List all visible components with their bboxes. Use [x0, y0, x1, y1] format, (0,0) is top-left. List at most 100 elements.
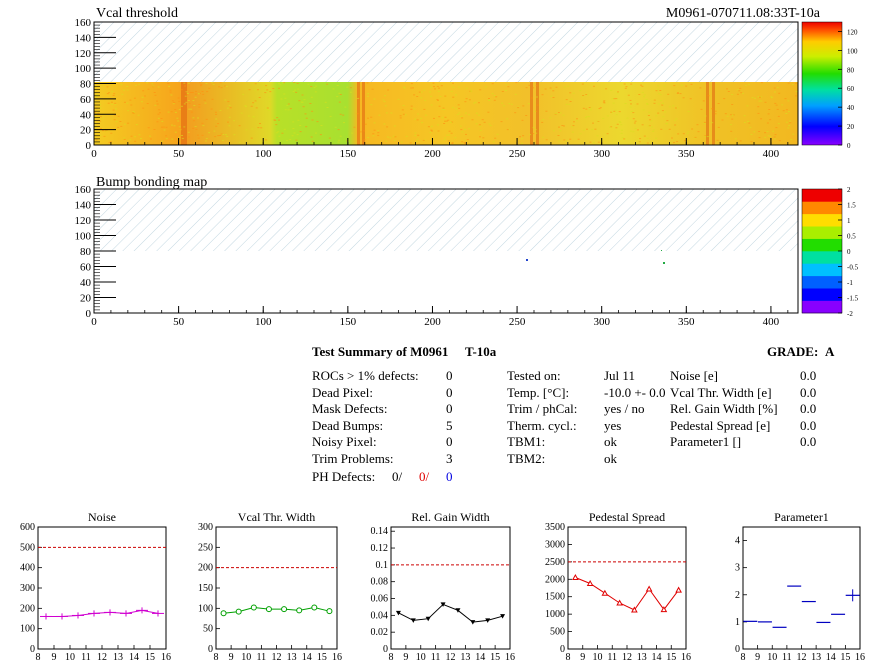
map1-pixel [201, 122, 204, 124]
map1-pixel [135, 124, 138, 126]
map1-pixel [194, 93, 197, 95]
map1-pixel [114, 102, 117, 104]
map1-pixel [726, 88, 728, 90]
map1-pixel [137, 114, 140, 116]
data-point [250, 604, 257, 611]
map1-pixel [227, 101, 230, 103]
map1-pixel [760, 100, 763, 102]
map1-pixel [106, 86, 109, 88]
y-tick-label: 60 [80, 262, 92, 274]
map1-pixel [351, 132, 354, 134]
map1-pixel [254, 100, 257, 102]
map1-pixel [387, 89, 390, 91]
map1-pixel [515, 82, 518, 84]
x-tick-label: 8 [566, 652, 571, 663]
map1-pixel [764, 132, 767, 134]
map1-pixel [702, 100, 705, 102]
y-tick-label: 1000 [545, 609, 565, 620]
map1-pixel [134, 136, 137, 138]
bump-bonding-map: Bump bonding map 0 50 100 150 200 250 300 350 40… [75, 175, 859, 328]
x-tick-label: 11 [782, 652, 792, 663]
map1-pixel [205, 118, 208, 120]
map1-pixel [203, 99, 206, 101]
map1-pixel [262, 126, 265, 128]
map1-pixel [592, 122, 594, 124]
map1-pixel [753, 131, 756, 133]
map1-pixel [525, 87, 528, 89]
map1-pixel [112, 95, 115, 96]
map1-pixel [404, 114, 407, 116]
map1-pixel [193, 120, 196, 122]
x-tick-label: 10 [416, 652, 426, 663]
map1-pixel [632, 118, 635, 120]
map1-pixel [558, 140, 561, 142]
y-tick-label: 250 [198, 542, 213, 553]
map1-pixel [436, 85, 439, 87]
map1-pixel [130, 104, 133, 106]
map1-pixel [464, 128, 467, 130]
series-line [46, 609, 159, 617]
map1-pixel [277, 83, 280, 85]
cb-band [802, 263, 842, 277]
map1-pixel [731, 104, 734, 105]
map1-pixel [416, 138, 419, 140]
x-tick-label: 11 [431, 652, 441, 663]
test-row-label: TBM2: [507, 450, 546, 466]
map1-pixel [129, 139, 132, 141]
map1-pixel [738, 90, 741, 92]
map1-pixel [224, 85, 226, 87]
map1-pixel [336, 85, 339, 86]
map1-pixel [672, 105, 675, 107]
map1-pixel [766, 122, 769, 124]
map1-pixel [301, 94, 304, 96]
map1-pixel [186, 94, 189, 96]
map1-pixel [346, 86, 349, 88]
map1-pixel [172, 103, 175, 105]
map1-pixel [488, 99, 491, 101]
map1-pixel [264, 92, 267, 94]
x-tick-label: 9 [755, 652, 760, 663]
map1-pixel [394, 136, 397, 138]
map1-pixel [669, 142, 672, 144]
map1-pixel [602, 101, 605, 103]
map1-pixel [582, 129, 585, 131]
map1-pixel [99, 134, 102, 136]
map1-pixel [584, 117, 587, 119]
map1-pixel [99, 128, 102, 130]
map1-pixel [519, 136, 521, 138]
map1-pixel [293, 82, 296, 83]
map1-pixel [589, 141, 592, 143]
x-tick-label: 15 [666, 652, 676, 663]
map1-pixel [178, 126, 181, 128]
map1-pixel [632, 112, 635, 114]
map1-pixel [279, 84, 282, 86]
map1-pixel [620, 124, 623, 126]
map1-pixel [311, 110, 314, 112]
map1-pixel [191, 92, 194, 93]
map1-pixel [171, 138, 174, 140]
map1-pixel [142, 107, 145, 109]
map1-pixel [659, 94, 662, 96]
map1-pixel [795, 82, 797, 84]
map1-pixel [373, 98, 376, 100]
map1-pixel [775, 127, 778, 129]
map1-pixel [157, 117, 160, 119]
cb-tick-label: 0 [847, 142, 851, 150]
map1-pixel [99, 120, 102, 122]
map1-pixel [238, 141, 241, 143]
map1-pixel [619, 121, 622, 123]
map1-pixel [167, 111, 170, 113]
map1-pixel [228, 116, 231, 118]
cb-band [802, 251, 842, 264]
plot-frame [742, 526, 861, 650]
map1-pixel [390, 112, 393, 114]
map1-pixel [269, 91, 272, 93]
map1-pixel [149, 138, 152, 140]
map1-pixel [320, 125, 323, 126]
map1-pixel [743, 115, 746, 117]
cb-tick-label: -2 [847, 310, 853, 318]
map1-pixel [240, 112, 243, 114]
cb-tick-label: 120 [847, 28, 858, 36]
map1-pixel [773, 138, 776, 140]
map1-pixel [283, 82, 285, 84]
